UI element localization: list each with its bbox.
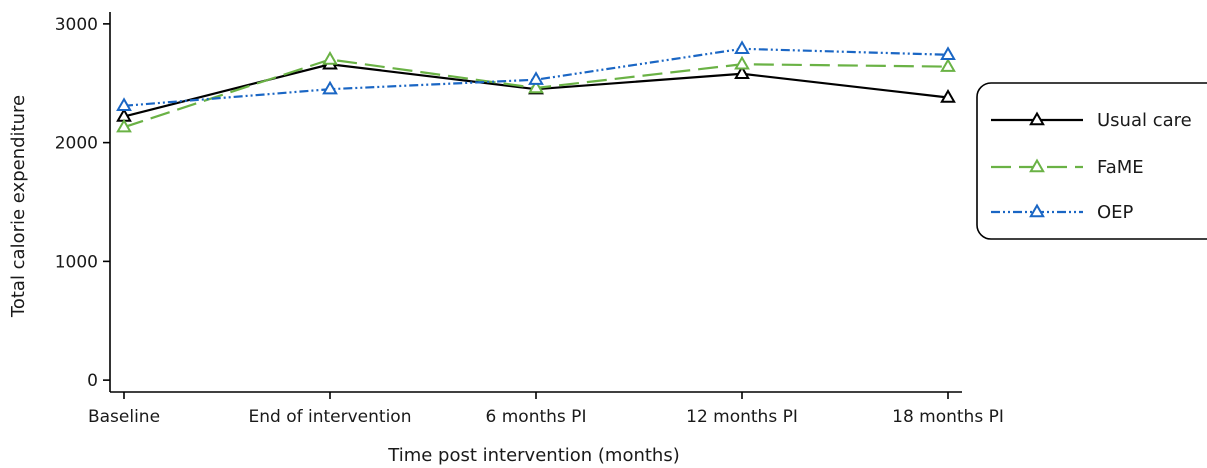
y-ticks: 0 1000 2000 3000 [55,15,110,391]
data-point-marker [322,50,338,65]
series-oep [116,40,956,112]
data-point-marker [116,118,132,133]
legend-label: Usual care [1097,110,1192,131]
x-axis-title: Time post intervention (months) [387,445,680,466]
legend-items: Usual care FaME OEP [991,110,1192,223]
y-tick-label: 2000 [55,134,98,154]
legend: Usual care FaME OEP [976,82,1207,240]
data-point-marker [734,40,750,55]
legend-label: OEP [1097,202,1134,223]
axes [109,12,962,393]
x-tick-label: Baseline [88,407,160,427]
x-tick-label: 12 months PI [686,407,798,427]
data-point-marker [322,80,338,95]
x-tick-label: 18 months PI [892,407,1004,427]
y-tick-label: 0 [87,371,98,391]
data-point-marker [734,65,750,79]
legend-marker [1029,111,1045,126]
data-point-marker [940,46,956,60]
series-fame [116,50,956,133]
legend-marker [1029,203,1045,218]
series-group [116,40,956,133]
series-line [123,47,949,107]
legend-marker [1029,158,1045,173]
legend-item: FaME [991,157,1144,178]
data-point-marker [528,79,544,94]
legend-item: Usual care [991,110,1192,131]
x-ticks: Baseline End of intervention 6 months PI 12… [88,392,1004,427]
y-tick-label: 1000 [55,252,98,272]
data-point-marker [940,58,956,72]
x-tick-label: 6 months PI [486,407,587,427]
data-point-marker [528,71,544,85]
data-point-marker [116,97,132,112]
legend-item: OEP [991,202,1134,223]
x-tick-label: End of intervention [249,407,412,427]
data-point-marker [940,88,956,103]
data-point-marker [734,55,750,70]
legend-box [976,82,1207,240]
y-tick-label: 3000 [55,15,98,35]
legend-label: FaME [1097,157,1144,178]
y-axis-title: Total calorie expenditure [8,95,29,318]
